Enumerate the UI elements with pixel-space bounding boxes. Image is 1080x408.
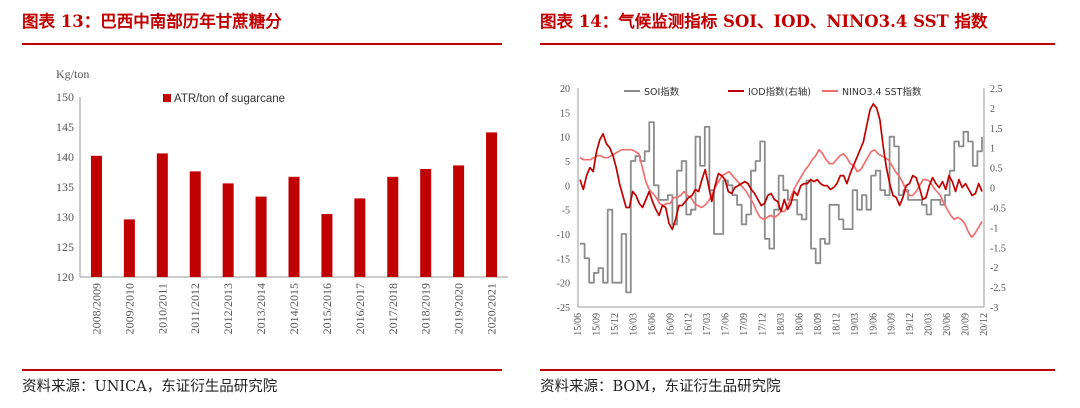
x-tick-label: 2018/2019 xyxy=(419,283,433,334)
right-y-tick-label: -2.5 xyxy=(990,283,1006,294)
x-tick-label: 2011/2012 xyxy=(188,283,202,334)
x-tick-label: 16/12 xyxy=(684,313,695,336)
title-rule xyxy=(540,43,1055,45)
x-tick-label: 2019/2020 xyxy=(452,283,466,334)
left-y-tick-label: 15 xyxy=(560,108,570,119)
right-y-tick-label: 2 xyxy=(990,104,995,115)
x-tick-label: 2010/2011 xyxy=(155,283,169,334)
x-tick-label: 15/09 xyxy=(591,313,602,336)
x-tick-label: 18/09 xyxy=(813,313,824,336)
right-y-tick-label: 1 xyxy=(990,144,995,155)
legend-label: SOI指数 xyxy=(644,86,680,98)
right-y-tick-label: 2.5 xyxy=(990,84,1003,95)
legend-swatch xyxy=(163,94,171,102)
x-tick-label: 17/06 xyxy=(721,313,732,336)
bar xyxy=(420,169,432,277)
left-y-tick-label: -5 xyxy=(562,206,570,217)
y-tick-label: 145 xyxy=(56,120,74,134)
bar xyxy=(288,176,300,277)
x-tick-label: 18/03 xyxy=(776,313,787,336)
climate-index-panel: 图表 14：气候监测指标 SOI、IOD、NINO3.4 SST 指数 -25-… xyxy=(536,0,1080,408)
bar xyxy=(222,183,234,277)
chart-13-title: 图表 13：巴西中南部历年甘蔗糖分 xyxy=(22,12,282,31)
x-tick-label: 19/09 xyxy=(887,313,898,336)
x-tick-label: 15/06 xyxy=(573,313,584,336)
chart-13-source: 资料来源：UNICA，东证衍生品研究院 xyxy=(22,379,278,395)
x-tick-label: 2008/2009 xyxy=(89,283,103,334)
x-tick-label: 19/12 xyxy=(905,313,916,336)
right-y-tick-label: -3 xyxy=(990,303,998,314)
bar xyxy=(453,165,465,277)
bar xyxy=(189,171,201,277)
left-y-tick-label: -20 xyxy=(557,279,570,290)
y-axis-unit: Kg/ton xyxy=(56,67,89,81)
x-tick-label: 20/06 xyxy=(942,313,953,336)
y-tick-label: 140 xyxy=(56,150,74,164)
sugar-content-panel: 图表 13：巴西中南部历年甘蔗糖分 Kg/ton 120 125 130 135 140 1… xyxy=(0,0,522,408)
source-rule xyxy=(540,369,1055,371)
x-tick-label: 20/03 xyxy=(924,313,935,336)
x-tick-label: 17/12 xyxy=(758,313,769,336)
right-y-tick-label: 0 xyxy=(990,184,995,195)
x-tick-label: 2017/2018 xyxy=(386,283,400,334)
y-tick-label: 125 xyxy=(56,240,74,254)
x-tick-label: 17/03 xyxy=(702,313,713,336)
bar xyxy=(90,155,102,277)
x-tick-label: 15/12 xyxy=(610,313,621,336)
title-rule xyxy=(22,43,502,45)
bar xyxy=(387,176,399,277)
x-tick-label: 2020/2021 xyxy=(485,283,499,334)
x-tick-label: 20/09 xyxy=(961,313,972,336)
x-tick-label: 16/06 xyxy=(647,313,658,336)
x-tick-label: 18/06 xyxy=(794,313,805,336)
y-tick-label: 150 xyxy=(56,90,74,104)
y-tick-label: 130 xyxy=(56,210,74,224)
left-y-tick-label: 10 xyxy=(560,133,570,144)
bar xyxy=(486,132,498,277)
left-y-tick-label: 0 xyxy=(565,181,570,192)
x-tick-label: 2014/2015 xyxy=(287,283,301,334)
bar xyxy=(156,153,168,277)
x-tick-label: 2009/2010 xyxy=(122,283,136,334)
left-y-tick-label: 20 xyxy=(560,84,570,95)
right-y-tick-label: -1 xyxy=(990,223,998,234)
right-y-tick-label: -1.5 xyxy=(990,243,1006,254)
chart-14-source: 资料来源：BOM，东证衍生品研究院 xyxy=(540,379,781,395)
chart-14-title: 图表 14：气候监测指标 SOI、IOD、NINO3.4 SST 指数 xyxy=(540,12,988,31)
x-tick-label: 16/03 xyxy=(628,313,639,336)
x-tick-label: 2013/2014 xyxy=(254,283,268,334)
x-tick-label: 2012/2013 xyxy=(221,283,235,334)
right-y-tick-label: -2 xyxy=(990,263,998,274)
right-y-tick-label: 1.5 xyxy=(990,124,1003,135)
sugar-content-bar-chart: Kg/ton 120 125 130 135 140 145 150 2008/2009 2009… xyxy=(56,67,508,334)
bar xyxy=(321,214,333,277)
y-tick-label: 135 xyxy=(56,180,74,194)
series-line xyxy=(579,103,983,231)
left-y-tick-label: -10 xyxy=(557,230,570,241)
left-y-tick-label: -15 xyxy=(557,254,570,265)
x-tick-label: 17/09 xyxy=(739,313,750,336)
bar xyxy=(354,198,366,277)
x-tick-label: 19/06 xyxy=(868,313,879,336)
right-y-tick-label: 0.5 xyxy=(990,164,1003,175)
climate-index-line-chart: -25-20-15-10-505101520-3-2.5-2-1.5-1-0.5… xyxy=(557,84,1006,336)
x-tick-label: 2015/2016 xyxy=(320,283,334,334)
x-tick-label: 19/03 xyxy=(850,313,861,336)
right-y-tick-label: -0.5 xyxy=(990,203,1006,214)
bar xyxy=(255,196,267,277)
source-rule xyxy=(22,369,502,371)
x-tick-label: 2016/2017 xyxy=(353,283,367,334)
x-tick-label: 20/12 xyxy=(979,313,990,336)
legend-label: NINO3.4 SST指数 xyxy=(842,86,922,98)
left-y-tick-label: -25 xyxy=(557,303,570,314)
legend-label: ATR/ton of sugarcane xyxy=(174,93,285,105)
left-y-tick-label: 5 xyxy=(565,157,570,168)
legend-label: IOD指数(右轴) xyxy=(748,86,811,98)
bar xyxy=(123,219,135,277)
x-tick-label: 18/12 xyxy=(831,313,842,336)
y-tick-label: 120 xyxy=(56,270,74,284)
series-line xyxy=(580,121,983,294)
x-tick-label: 16/09 xyxy=(665,313,676,336)
